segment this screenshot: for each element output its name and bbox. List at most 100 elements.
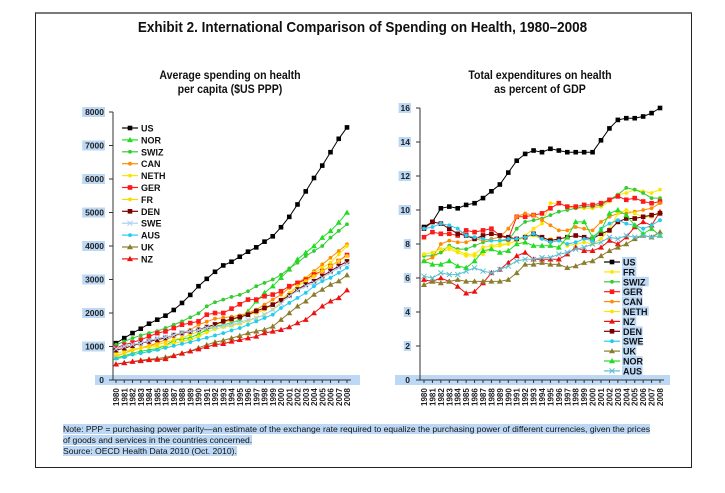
right-data-point xyxy=(573,225,578,229)
right-data-point xyxy=(589,234,596,240)
left-data-point xyxy=(237,301,243,307)
left-data-point xyxy=(220,337,227,343)
left-data-point xyxy=(320,244,325,248)
left-data-point xyxy=(278,316,284,322)
right-data-point xyxy=(648,225,655,231)
right-data-point xyxy=(531,231,536,236)
left-data-point xyxy=(303,254,308,258)
right-series-nor xyxy=(421,207,663,270)
left-data-point xyxy=(163,345,168,350)
right-data-point xyxy=(455,206,461,211)
left-chart-title-line-1: Average spending on health xyxy=(159,70,301,82)
left-chart-title-line-2: per capita ($US PPP) xyxy=(177,84,283,96)
left-data-point xyxy=(237,293,242,297)
left-data-point xyxy=(212,269,218,275)
legend-item-fr: FR xyxy=(122,195,153,205)
right-data-point xyxy=(539,211,545,216)
left-y-tick-label-bg xyxy=(82,308,105,318)
legend-swatch-marker xyxy=(609,329,615,334)
left-data-point xyxy=(294,320,301,326)
left-data-point xyxy=(344,125,350,130)
right-data-point xyxy=(438,270,444,276)
left-data-point xyxy=(261,326,268,332)
right-data-point xyxy=(505,259,512,265)
left-data-point xyxy=(253,308,259,314)
right-data-point xyxy=(463,228,469,233)
left-data-point xyxy=(328,255,333,260)
left-data-point xyxy=(279,292,283,297)
left-data-point xyxy=(261,311,268,318)
right-data-point xyxy=(623,216,629,221)
left-data-point xyxy=(129,358,136,364)
left-data-point xyxy=(345,244,349,248)
right-data-point xyxy=(540,218,544,223)
legend-item-den: DEN xyxy=(604,326,643,337)
left-data-point xyxy=(236,332,243,338)
left-data-point xyxy=(195,327,202,333)
left-data-point xyxy=(121,345,127,351)
right-data-point xyxy=(623,212,630,218)
right-data-point xyxy=(649,191,654,195)
right-data-point xyxy=(430,255,435,260)
right-data-point xyxy=(446,204,452,209)
legend-swatch-marker xyxy=(610,309,614,314)
right-data-point xyxy=(556,238,561,243)
left-data-point xyxy=(262,305,267,311)
right-data-point xyxy=(496,249,503,255)
right-data-point xyxy=(640,232,646,239)
left-data-point xyxy=(328,235,333,240)
right-data-point xyxy=(506,237,511,241)
left-data-point xyxy=(204,276,210,282)
right-data-point xyxy=(539,242,545,248)
right-data-point xyxy=(590,202,595,208)
right-x-tick-label: 2007 xyxy=(648,388,657,406)
left-x-tick-label: 1987 xyxy=(170,388,179,406)
left-data-point xyxy=(179,300,185,306)
right-data-point xyxy=(523,211,528,216)
right-data-point xyxy=(531,226,536,231)
legend-item-swiz: SWIZ xyxy=(604,276,649,287)
left-series-swe xyxy=(113,260,350,352)
right-data-point xyxy=(472,243,477,248)
left-data-point xyxy=(113,361,119,367)
right-data-point xyxy=(447,223,452,228)
right-data-point xyxy=(649,200,654,206)
right-data-point xyxy=(539,256,545,262)
legend-swatch-marker xyxy=(128,161,132,166)
right-data-point xyxy=(589,247,596,253)
legend-item-nor: NOR xyxy=(604,356,644,367)
legend-swatch-marker xyxy=(610,299,614,304)
left-data-point xyxy=(286,283,292,289)
left-data-point xyxy=(204,304,209,309)
legend-label: NZ xyxy=(623,317,635,327)
left-x-tick-label: 1996 xyxy=(244,388,253,406)
right-x-tick-label: 1990 xyxy=(504,388,513,406)
left-data-point xyxy=(221,297,226,302)
left-data-point xyxy=(146,356,152,363)
right-data-point xyxy=(522,151,528,157)
left-data-point xyxy=(138,351,143,356)
left-data-point xyxy=(245,335,251,341)
legend-item-uk: UK xyxy=(122,243,154,253)
left-data-point xyxy=(335,294,342,301)
left-data-point xyxy=(171,337,176,342)
left-data-point xyxy=(154,335,161,341)
right-y-tick-label-bg xyxy=(403,273,411,283)
left-data-point xyxy=(138,337,144,343)
right-data-point xyxy=(489,243,494,248)
left-data-point xyxy=(146,321,152,327)
left-y-tick-label: 8000 xyxy=(85,107,104,117)
right-data-point xyxy=(522,256,528,263)
legend-label: SWE xyxy=(623,337,644,347)
left-data-point xyxy=(302,249,309,255)
left-data-point xyxy=(212,341,218,347)
left-data-point xyxy=(228,321,235,328)
legend-label: UK xyxy=(141,243,154,253)
right-data-point xyxy=(472,252,477,257)
left-data-point xyxy=(311,310,317,316)
right-data-point xyxy=(548,240,553,245)
right-data-point xyxy=(446,226,452,231)
right-x-tick-label: 1999 xyxy=(580,388,589,406)
left-data-point xyxy=(253,245,259,250)
left-data-point xyxy=(311,278,317,284)
